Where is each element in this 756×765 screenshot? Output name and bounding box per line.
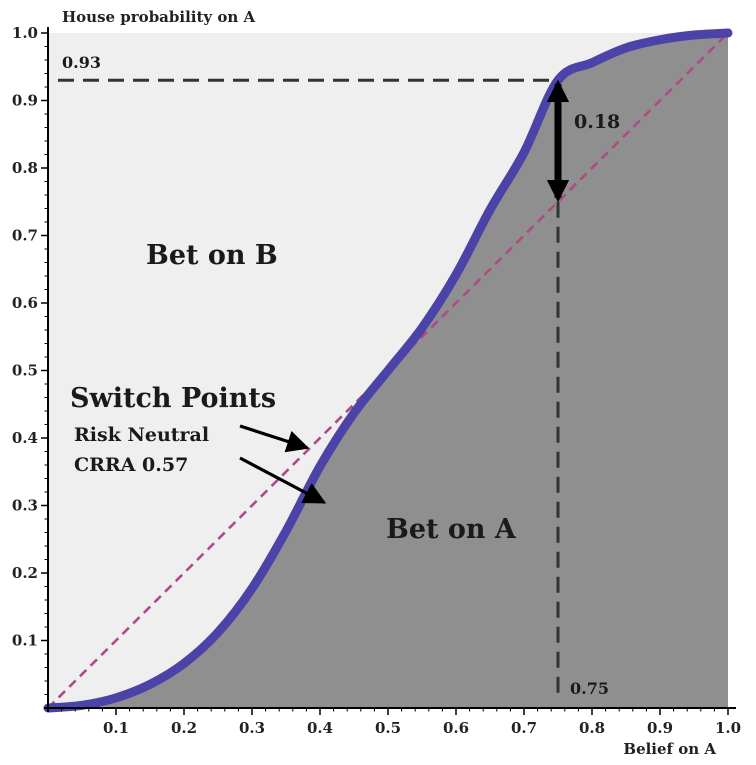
x-tick-label: 0.9 (647, 719, 673, 737)
risk-neutral-label: Risk Neutral (74, 424, 209, 446)
gap-label: 0.18 (574, 111, 620, 133)
series-line-crra (43, 28, 733, 713)
x-tick-label: 0.1 (103, 719, 129, 737)
hline-label: 0.93 (62, 53, 101, 72)
crra-arrow (239, 456, 327, 504)
y-tick-label: 0.8 (12, 159, 38, 177)
x-tick-label: 1.0 (715, 719, 741, 737)
switch-points-title: Switch Points (70, 383, 276, 414)
x-tick-label: 0.2 (171, 719, 197, 737)
y-tick-label: 0.2 (12, 564, 38, 582)
y-axis-label: House probability on A (62, 8, 255, 26)
vline-label: 0.75 (570, 679, 609, 698)
x-tick-label: 0.7 (511, 719, 537, 737)
x-tick-label: 0.5 (375, 719, 401, 737)
y-tick-label: 1.0 (12, 24, 38, 42)
region-label-bet-on-b: Bet on B (146, 240, 278, 271)
y-tick-label: 0.4 (12, 429, 38, 447)
series-line-risk-neutral (47, 32, 729, 709)
x-axis-ticks: 0.1 0.2 0.3 0.4 0.5 0.6 0.7 0.8 0.9 1.0 (61, 708, 741, 737)
risk-neutral-arrow (239, 424, 310, 453)
y-tick-label: 0.7 (12, 227, 38, 245)
y-tick-label: 0.1 (12, 632, 38, 650)
crra-label: CRRA 0.57 (74, 454, 188, 476)
y-axis-ticks: 0.1 0.2 0.3 0.4 0.5 0.6 0.7 0.8 0.9 1.0 (12, 24, 48, 695)
x-tick-label: 0.6 (443, 719, 469, 737)
x-tick-label: 0.8 (579, 719, 605, 737)
x-axis-label: Belief on A (623, 740, 716, 758)
y-tick-label: 0.9 (12, 92, 38, 110)
x-tick-label: 0.3 (239, 719, 265, 737)
y-tick-label: 0.6 (12, 294, 38, 312)
region-label-bet-on-a: Bet on A (386, 514, 517, 545)
x-tick-label: 0.4 (307, 719, 333, 737)
y-tick-label: 0.5 (12, 362, 38, 380)
y-tick-label: 0.3 (12, 497, 38, 515)
